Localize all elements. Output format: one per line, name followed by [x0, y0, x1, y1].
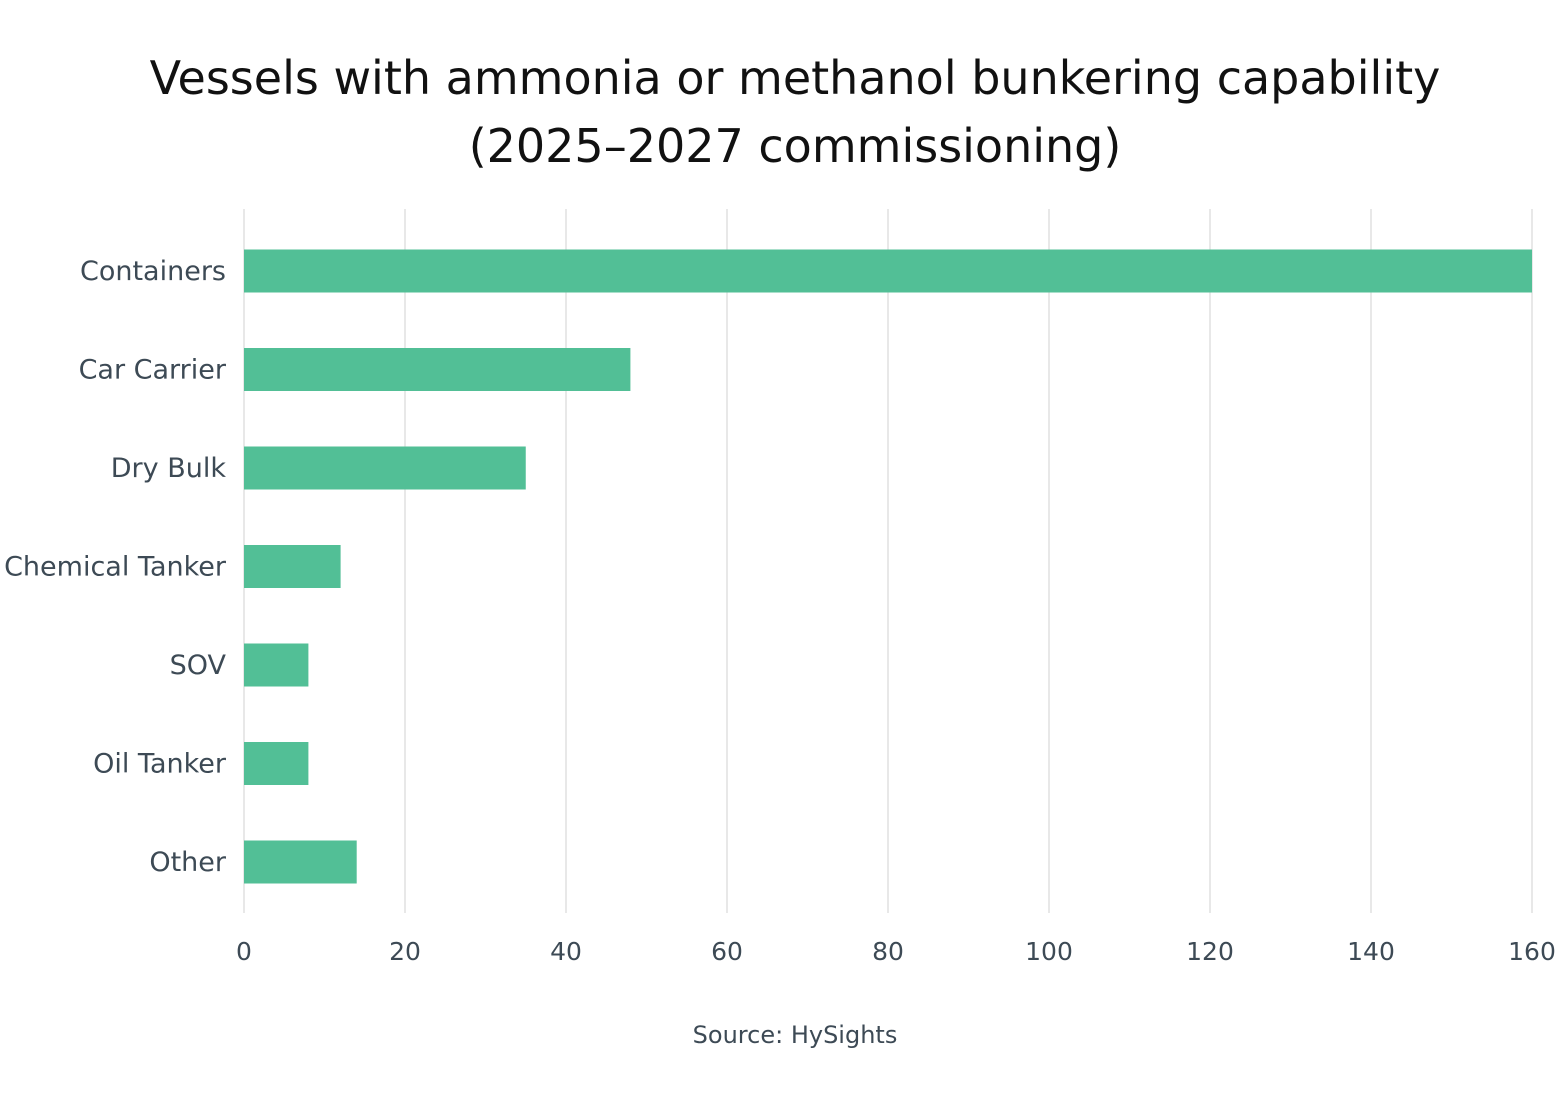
category-label-dry-bulk: Dry Bulk	[111, 453, 227, 484]
x-tick-label-100: 100	[1025, 937, 1073, 966]
x-axis-tick-labels: 0 20 40 60 80 100 120 140 160	[236, 937, 1556, 966]
chart-title: Vessels with ammonia or methanol bunkeri…	[150, 51, 1441, 173]
source-note: Source: HySights	[693, 1021, 898, 1049]
category-label-containers: Containers	[80, 256, 226, 287]
x-tick-label-160: 160	[1508, 937, 1556, 966]
gridlines	[243, 209, 1533, 913]
chart-title-line-1: Vessels with ammonia or methanol bunkeri…	[150, 51, 1441, 105]
bar-car-carrier	[244, 348, 631, 391]
bar-containers	[244, 249, 1532, 293]
x-tick-label-20: 20	[389, 937, 421, 966]
category-label-oil-tanker: Oil Tanker	[93, 749, 227, 780]
bar-oil-tanker	[244, 742, 309, 785]
x-tick-label-0: 0	[236, 937, 252, 966]
bar-other	[244, 840, 357, 884]
x-tick-label-40: 40	[550, 937, 582, 966]
bars	[244, 249, 1532, 884]
x-tick-label-60: 60	[711, 937, 743, 966]
bar-sov	[244, 643, 309, 687]
category-label-car-carrier: Car Carrier	[79, 355, 227, 386]
bar-chemical-tanker	[244, 545, 341, 588]
bar-dry-bulk	[244, 446, 526, 490]
x-tick-label-120: 120	[1186, 937, 1234, 966]
chart-title-line-2: (2025–2027 commissioning)	[469, 119, 1122, 173]
x-tick-label-80: 80	[872, 937, 904, 966]
category-label-chemical-tanker: Chemical Tanker	[4, 552, 227, 583]
x-tick-label-140: 140	[1347, 937, 1395, 966]
category-label-sov: SOV	[170, 650, 227, 681]
category-labels: Containers Car Carrier Dry Bulk Chemical Ta…	[4, 256, 227, 878]
category-label-other: Other	[149, 847, 227, 878]
